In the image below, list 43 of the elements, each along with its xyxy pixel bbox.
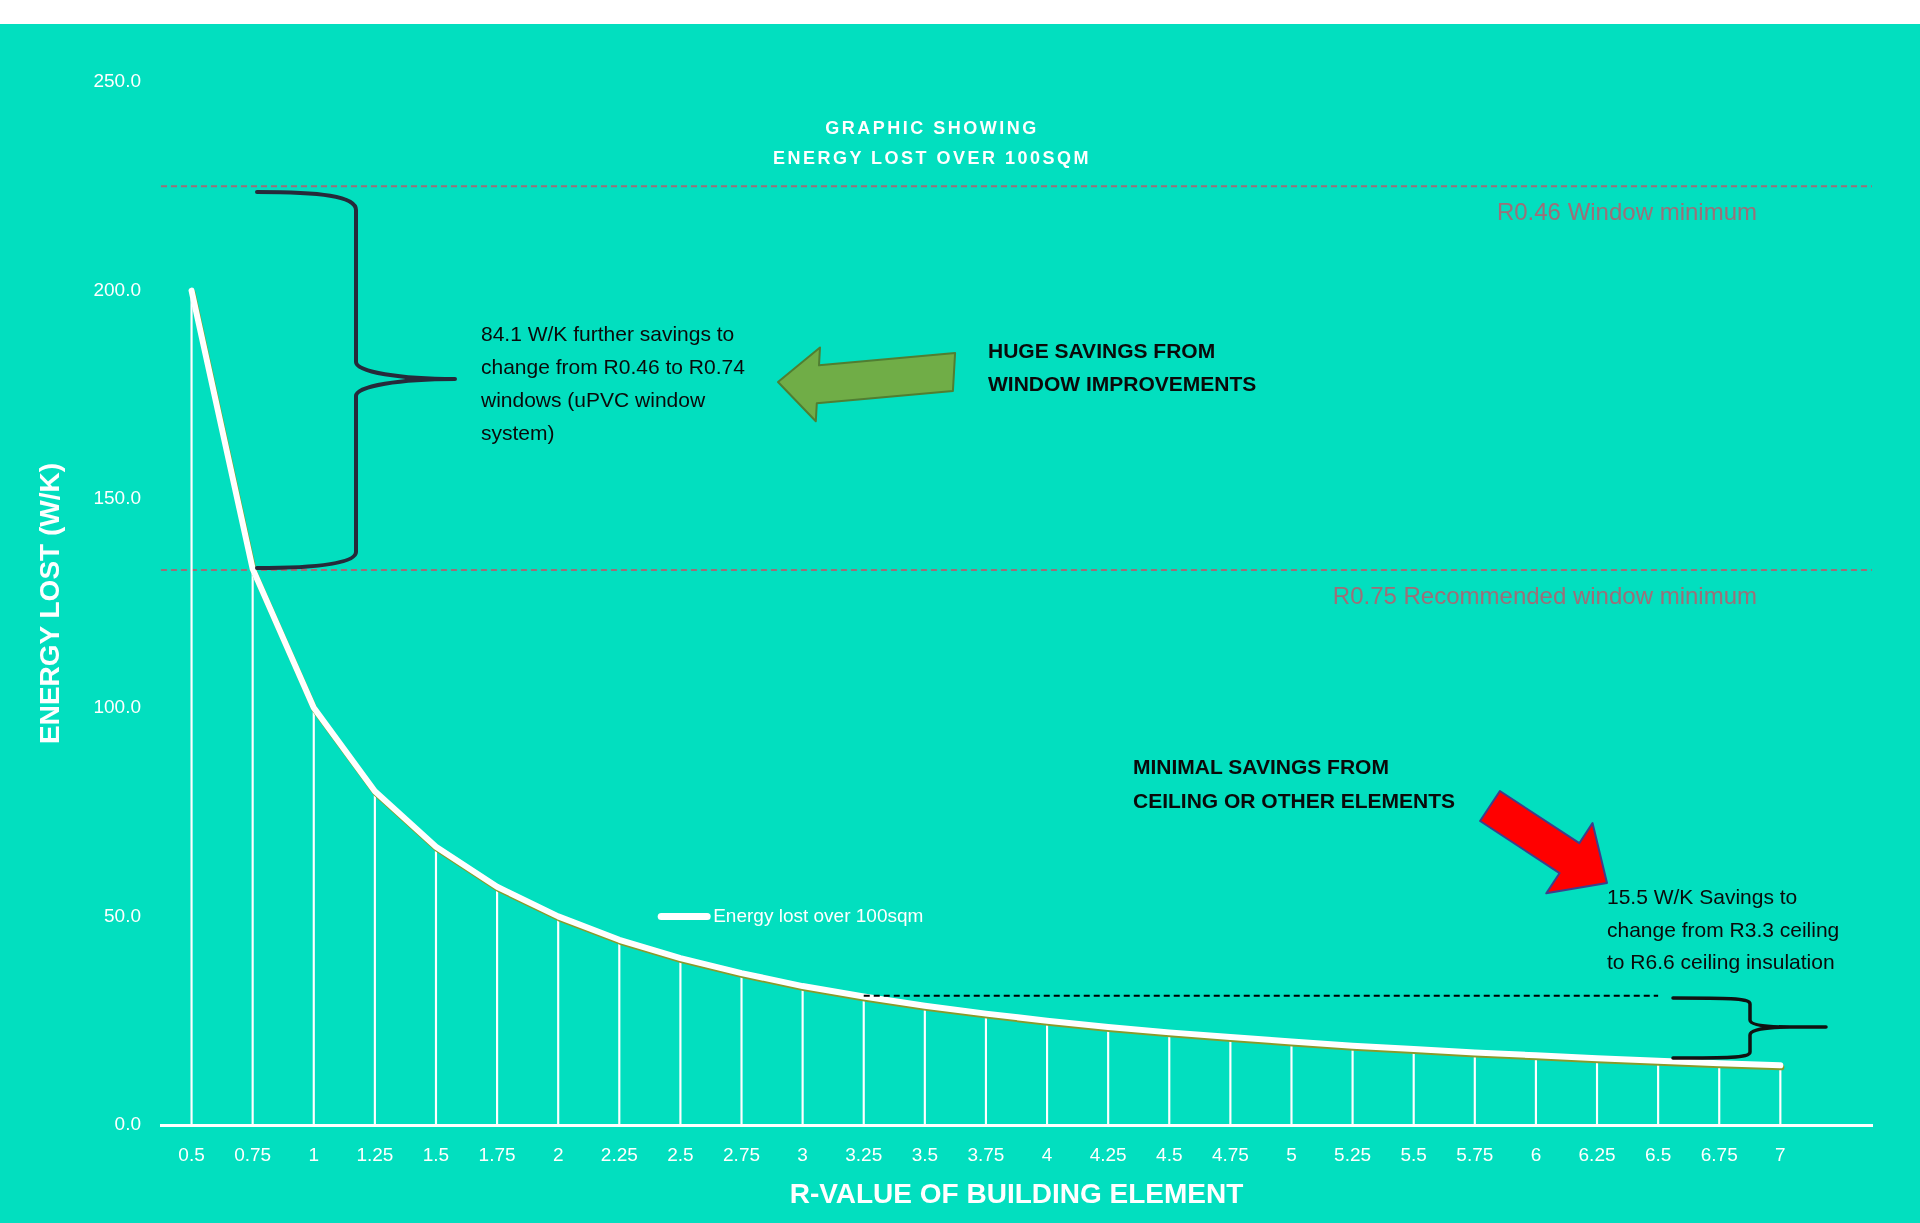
x-tick-label: 4.25 <box>1089 1143 1127 1165</box>
x-tick-label: 1.25 <box>356 1143 394 1165</box>
x-tick-label: 2.5 <box>667 1143 694 1165</box>
x-tick-label: 0.5 <box>178 1143 205 1165</box>
ref-line-label: R0.75 Recommended window minimum <box>1332 581 1757 609</box>
x-tick-label: 6.25 <box>1578 1143 1616 1165</box>
x-tick-label: 5.25 <box>1334 1143 1372 1165</box>
y-tick-label: 150.0 <box>93 487 141 509</box>
annotation: MINIMAL SAVINGS FROM CEILING OR OTHER ELEMENTS <box>1133 754 1456 814</box>
x-tick-label: 1.5 <box>422 1143 450 1165</box>
ref-line-label: R0.46 Window minimum <box>1496 197 1757 225</box>
x-tick-label: 5.5 <box>1400 1143 1427 1165</box>
y-tick-label: 100.0 <box>93 696 141 718</box>
x-tick-label: 3.25 <box>845 1143 883 1165</box>
x-tick-label: 7 <box>1775 1143 1786 1165</box>
annotation: HUGE SAVINGS FROM WINDOW IMPROVEMENTS <box>988 338 1257 397</box>
y-tick-label: 200.0 <box>93 278 141 300</box>
x-tick-label: 4.5 <box>1156 1143 1183 1165</box>
y-axis-title: ENERGY LOST (W/K) <box>33 462 65 745</box>
x-tick-label: 6.5 <box>1644 1143 1672 1165</box>
x-tick-label: 3 <box>797 1143 808 1165</box>
x-tick-label: 3.5 <box>911 1143 939 1165</box>
x-tick-label: 2.25 <box>600 1143 638 1165</box>
x-tick-label: 3.75 <box>967 1143 1005 1165</box>
x-tick-label: 2.75 <box>723 1143 761 1165</box>
legend-label: Energy lost over 100sqm <box>713 904 924 926</box>
annotation: 84.1 W/K further savings to change from R0.46 to R0.74 windows (uPVC window system) <box>481 321 746 446</box>
x-tick-label: 4.75 <box>1211 1143 1249 1165</box>
x-tick-label: 1 <box>308 1143 320 1165</box>
x-tick-label: 1.75 <box>478 1143 516 1165</box>
text: GRAPHIC SHOWING ENERGY LOST OVER 100SQM <box>772 117 1092 170</box>
x-tick-label: 5 <box>1286 1143 1297 1165</box>
x-tick-label: 5.75 <box>1456 1143 1494 1165</box>
annotation: 15.5 W/K Savings to change from R3.3 ceiling to R6.6 ceiling insulation <box>1607 884 1840 975</box>
x-tick-label: 0.75 <box>234 1143 272 1165</box>
y-tick-label: 50.0 <box>104 904 141 926</box>
x-tick-label: 2 <box>552 1143 564 1165</box>
x-tick-label: 6.75 <box>1700 1143 1738 1165</box>
x-tick-label: 6 <box>1530 1143 1542 1165</box>
y-tick-label: 250.0 <box>93 70 141 92</box>
x-tick-label: 4 <box>1041 1143 1053 1165</box>
y-tick-label: 0.0 <box>114 1113 141 1135</box>
x-axis-title: R-VALUE OF BUILDING ELEMENT <box>789 1177 1244 1209</box>
